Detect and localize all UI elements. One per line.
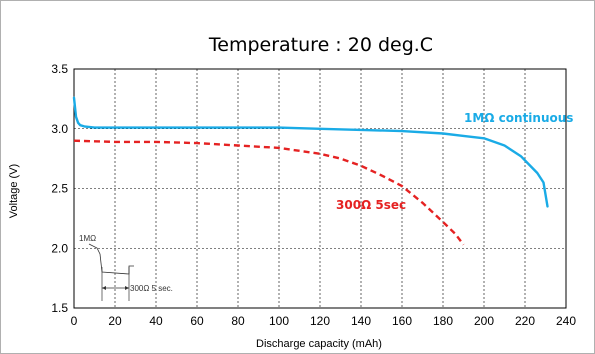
x-tick-label-180: 180 <box>433 314 453 328</box>
inset-arrowhead-right <box>125 286 129 290</box>
series-line-300-ohm-5sec <box>73 139 465 246</box>
x-tick-label-80: 80 <box>231 314 245 328</box>
inset-label-1m: 1MΩ <box>79 234 96 243</box>
y-tick-label-3.5: 3.5 <box>51 62 68 76</box>
plot-area-border <box>73 68 567 309</box>
series-label-1m-continuous: 1MΩ continuous <box>464 111 573 125</box>
inset-label-300-ohm: 300Ω 5 sec. <box>130 284 173 293</box>
x-tick-label-20: 20 <box>108 314 122 328</box>
y-tick-label-1.5: 1.5 <box>51 301 68 315</box>
x-tick-label-240: 240 <box>556 314 576 328</box>
pulse-inset-diagram: 1MΩ 300Ω 5 sec. <box>79 234 173 301</box>
grid-lines <box>74 69 566 308</box>
x-tick-label-140: 140 <box>351 314 371 328</box>
y-tick-label-2.5: 2.5 <box>51 182 68 196</box>
x-tick-label-220: 220 <box>515 314 535 328</box>
series-layer <box>72 96 549 246</box>
x-axis-label: Discharge capacity (mAh) <box>256 338 382 350</box>
x-axis-ticks: 0 20 40 60 80 100 120 140 160 180 200 220 240 <box>71 314 577 328</box>
x-tick-label-120: 120 <box>310 314 330 328</box>
x-tick-label-100: 100 <box>269 314 289 328</box>
y-tick-label-3.0: 3.0 <box>51 122 68 136</box>
series-label-300-ohm-5sec: 300Ω 5sec <box>336 198 406 212</box>
x-tick-label-200: 200 <box>474 314 494 328</box>
x-tick-label-160: 160 <box>392 314 412 328</box>
y-tick-label-2.0: 2.0 <box>51 241 68 255</box>
x-tick-label-0: 0 <box>71 314 78 328</box>
chart-title: Temperature : 20 deg.C <box>208 34 433 56</box>
inset-arrowhead-left <box>102 286 106 290</box>
y-axis-label: Voltage (V) <box>8 164 20 218</box>
series-line-1m-continuous <box>72 96 549 208</box>
x-tick-label-40: 40 <box>149 314 163 328</box>
x-tick-label-60: 60 <box>190 314 204 328</box>
y-axis-ticks: 1.5 2.0 2.5 3.0 3.5 <box>51 62 68 315</box>
